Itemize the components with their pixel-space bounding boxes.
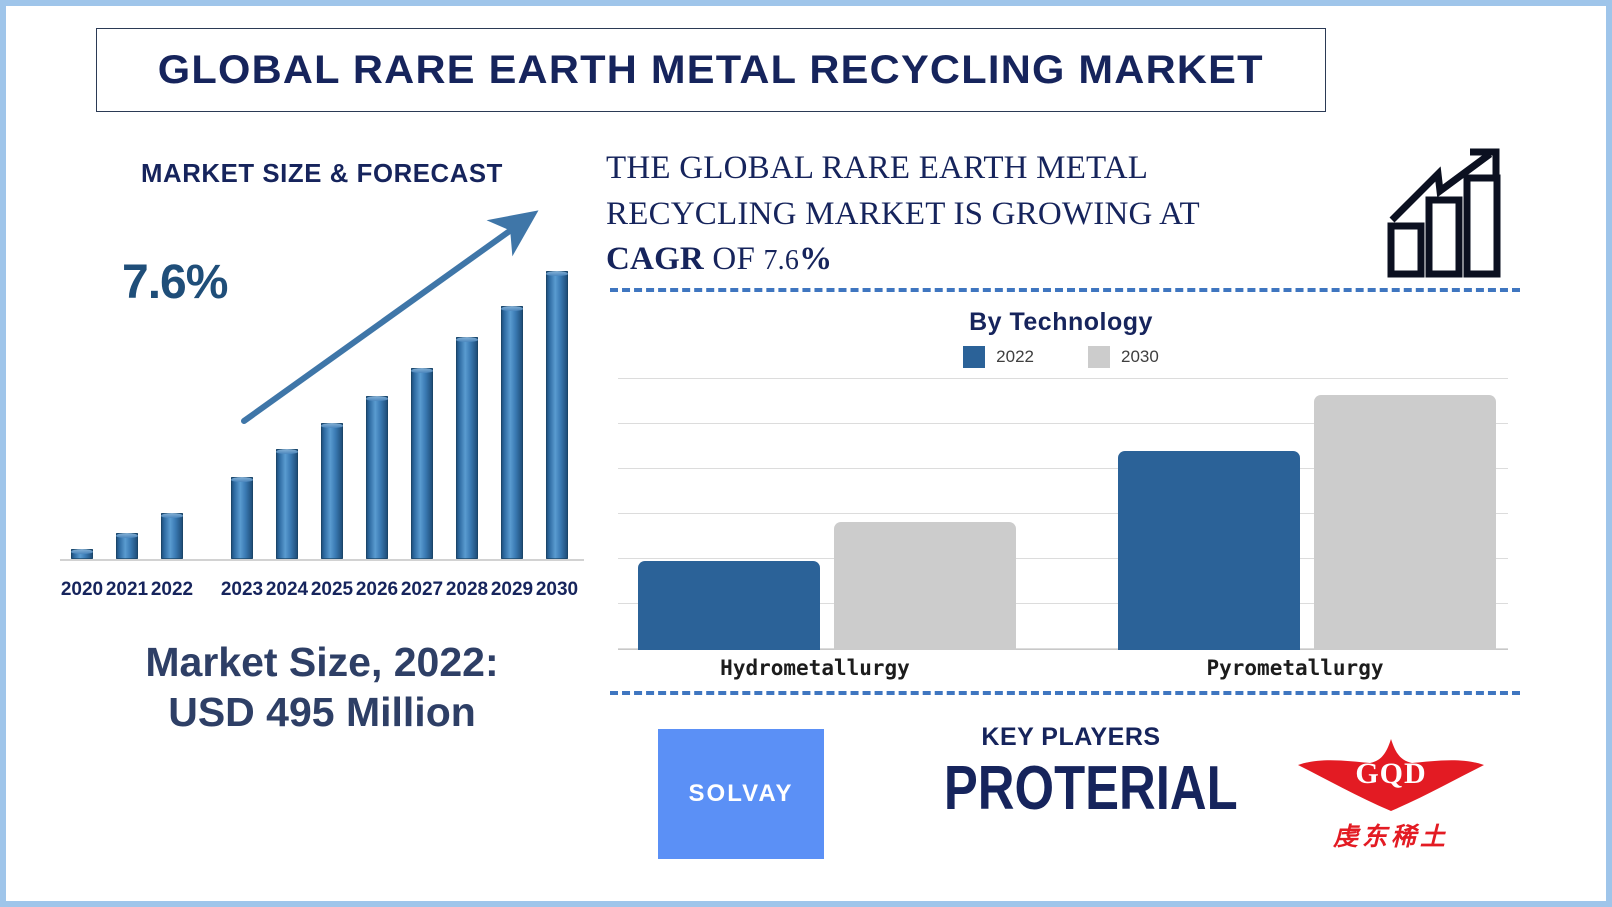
logo-gqd-chinese: 虔东稀土 bbox=[1332, 822, 1449, 851]
logo-solvay[interactable]: SOLVAY bbox=[658, 729, 824, 859]
legend-swatch bbox=[1088, 346, 1110, 368]
gridline bbox=[618, 378, 1508, 379]
gridline bbox=[618, 423, 1508, 424]
logo-solvay-text: SOLVAY bbox=[688, 780, 794, 807]
gridline bbox=[618, 603, 1508, 604]
forecast-bar bbox=[366, 395, 388, 559]
technology-bar bbox=[1118, 450, 1300, 650]
legend-swatch bbox=[963, 346, 986, 368]
forecast-year-label: 2023 bbox=[220, 579, 264, 600]
cagr-statement-line-3: CAGR OF 7.6% bbox=[606, 237, 1326, 283]
forecast-bar bbox=[161, 513, 183, 559]
forecast-bar bbox=[321, 423, 343, 559]
cagr-word: CAGR bbox=[606, 241, 704, 278]
market-size-value: Market Size, 2022: USD 495 Million bbox=[52, 637, 592, 737]
logo-proterial[interactable]: PROTERIAL bbox=[943, 754, 1238, 823]
separator-bottom bbox=[610, 691, 1520, 695]
gqd-crest-shape bbox=[1298, 739, 1484, 811]
logo-gqd-text: GQD bbox=[1355, 757, 1427, 790]
separator-top bbox=[610, 288, 1520, 292]
forecast-year-label: 2029 bbox=[490, 579, 534, 600]
market-size-forecast-chart: 2020 2021 2022 2023 2024 2025 2026 2027 2028 2029… bbox=[52, 203, 592, 623]
forecast-bar bbox=[231, 477, 253, 559]
market-size-line-2: USD 495 Million bbox=[168, 689, 476, 736]
page-title-box: GLOBAL RARE EARTH METAL RECYCLING MARKET bbox=[96, 28, 1326, 112]
gridline bbox=[618, 558, 1508, 559]
legend-item[interactable]: 2030 bbox=[1088, 346, 1159, 368]
technology-bar bbox=[1314, 394, 1496, 650]
forecast-bar bbox=[276, 448, 298, 559]
forecast-bar bbox=[546, 271, 568, 559]
technology-category-label: Hydrometallurgy bbox=[720, 656, 910, 680]
technology-bar bbox=[638, 560, 820, 650]
market-size-panel: MARKET SIZE & FORECAST 2020 2021 2022 2023 2… bbox=[52, 146, 592, 846]
forecast-year-label: 2028 bbox=[445, 579, 489, 600]
legend-label: 2022 bbox=[996, 347, 1034, 366]
cagr-statement: THE GLOBAL RARE EARTH METAL RECYCLING MA… bbox=[606, 146, 1326, 283]
key-players-section: KEY PLAYERS SOLVAY PROTERIAL GQD 虔东稀土 bbox=[606, 711, 1524, 871]
market-size-heading: MARKET SIZE & FORECAST bbox=[141, 158, 503, 188]
key-players-label: KEY PLAYERS bbox=[981, 723, 1161, 751]
legend-item[interactable]: 2022 bbox=[963, 346, 1034, 368]
forecast-year-label: 2027 bbox=[400, 579, 444, 600]
by-technology-chart bbox=[618, 378, 1508, 650]
cagr-statement-line-2: RECYCLING MARKET IS GROWING AT bbox=[606, 195, 1200, 232]
cagr-statement-line-1: THE GLOBAL RARE EARTH METAL bbox=[606, 150, 1149, 186]
forecast-bar bbox=[411, 368, 433, 559]
forecast-year-label: 2025 bbox=[310, 579, 354, 600]
forecast-bar bbox=[71, 549, 93, 559]
forecast-bar bbox=[456, 337, 478, 559]
forecast-year-label: 2020 bbox=[60, 579, 104, 600]
by-technology-title: By Technology bbox=[969, 308, 1153, 336]
technology-panel: THE GLOBAL RARE EARTH METAL RECYCLING MA… bbox=[606, 146, 1524, 859]
page-title: GLOBAL RARE EARTH METAL RECYCLING MARKET bbox=[157, 47, 1265, 92]
chart-baseline bbox=[60, 559, 584, 561]
forecast-bar bbox=[501, 305, 523, 559]
chart-legend: 2022 2030 bbox=[606, 346, 1516, 368]
technology-bar bbox=[834, 522, 1016, 650]
market-size-line-1: Market Size, 2022: bbox=[145, 639, 499, 685]
cagr-value: 7.6 bbox=[763, 245, 800, 277]
forecast-year-label: 2022 bbox=[150, 579, 194, 600]
forecast-year-label: 2024 bbox=[265, 579, 309, 600]
forecast-year-label: 2030 bbox=[535, 579, 579, 600]
cagr-of: OF bbox=[703, 241, 764, 278]
forecast-year-label: 2026 bbox=[355, 579, 399, 600]
cagr-annotation: 7.6% bbox=[122, 256, 228, 309]
forecast-year-label: 2021 bbox=[105, 579, 149, 600]
cagr-percent: % bbox=[799, 241, 833, 278]
gridline bbox=[618, 513, 1508, 514]
logo-gqd[interactable]: GQD 虔东稀土 bbox=[1296, 731, 1486, 861]
gridline bbox=[618, 468, 1508, 469]
gridline bbox=[618, 648, 1508, 649]
growth-chart-icon bbox=[1387, 148, 1501, 278]
technology-category-label: Pyrometallurgy bbox=[1206, 656, 1384, 680]
tech-chart-baseline bbox=[618, 648, 1508, 650]
forecast-bar bbox=[116, 532, 138, 559]
legend-label: 2030 bbox=[1121, 347, 1159, 366]
